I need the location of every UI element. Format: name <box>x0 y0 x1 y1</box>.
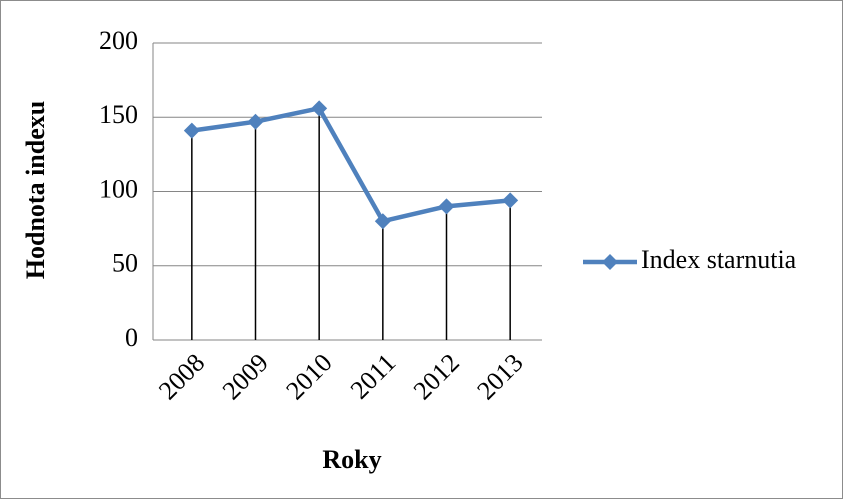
legend-marker <box>602 254 618 270</box>
marker <box>502 192 519 209</box>
marker <box>247 113 264 130</box>
y-axis-label: Hodnota indexu <box>21 101 50 279</box>
y-tick-label: 50 <box>112 249 138 278</box>
y-tick-label: 200 <box>99 26 138 55</box>
marker <box>183 122 200 139</box>
y-tick-label: 0 <box>125 323 138 352</box>
legend-label: Index starnutia <box>641 245 797 274</box>
x-axis-label: Roky <box>322 445 381 474</box>
marker <box>374 213 391 230</box>
y-tick-label: 150 <box>99 100 138 129</box>
series-line <box>191 106 511 224</box>
marker <box>438 198 455 215</box>
marker <box>311 100 328 117</box>
y-tick-label: 100 <box>99 174 138 203</box>
